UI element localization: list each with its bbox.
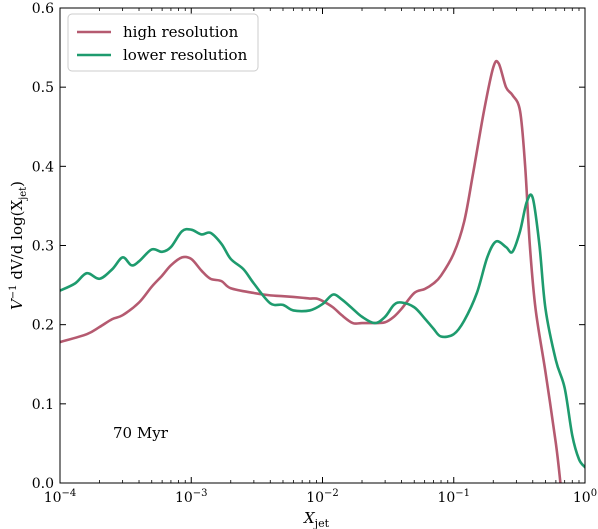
tick-layer: 10−4 10−3 10−2 10−1 100 0.0 0.1 0.2 0.3 0.4 0.5 0.6 (32, 1, 597, 506)
x-tick-label-1: 10−3 (175, 488, 208, 506)
y-tick-label-5: 0.5 (32, 80, 54, 96)
y-axis-label-text: V−1 dV/d log(Xjet) (8, 181, 29, 310)
x-tick-label-3: 10−1 (437, 488, 470, 506)
x-tick-label-2: 10−2 (306, 488, 339, 506)
legend-label-1: lower resolution (123, 46, 248, 64)
x-tick-label-4: 100 (573, 488, 597, 506)
x-axis-label: Xjet (303, 509, 330, 529)
series-layer (60, 59, 585, 483)
legend-box (67, 13, 259, 72)
legend: high resolution lower resolution (67, 13, 259, 72)
annotation-text: 70 Myr (113, 424, 169, 442)
series-line-1 (60, 193, 585, 469)
plot-frame (59, 7, 586, 484)
x-tick-label-0: 10−4 (44, 488, 77, 506)
y-tick-label-3: 0.3 (32, 239, 54, 255)
annotation-70myr: 70 Myr (113, 424, 169, 442)
x-axis-label-text: Xjet (303, 509, 330, 529)
y-tick-label-0: 0.0 (32, 476, 54, 492)
y-axis-label: V−1 dV/d log(Xjet) (8, 181, 29, 310)
y-tick-label-4: 0.4 (32, 159, 54, 175)
y-tick-label-1: 0.1 (32, 397, 54, 413)
legend-label-0: high resolution (123, 23, 239, 41)
y-tick-label-6: 0.6 (32, 1, 54, 17)
y-tick-label-2: 0.2 (32, 318, 54, 334)
series-line-0 (60, 59, 562, 483)
